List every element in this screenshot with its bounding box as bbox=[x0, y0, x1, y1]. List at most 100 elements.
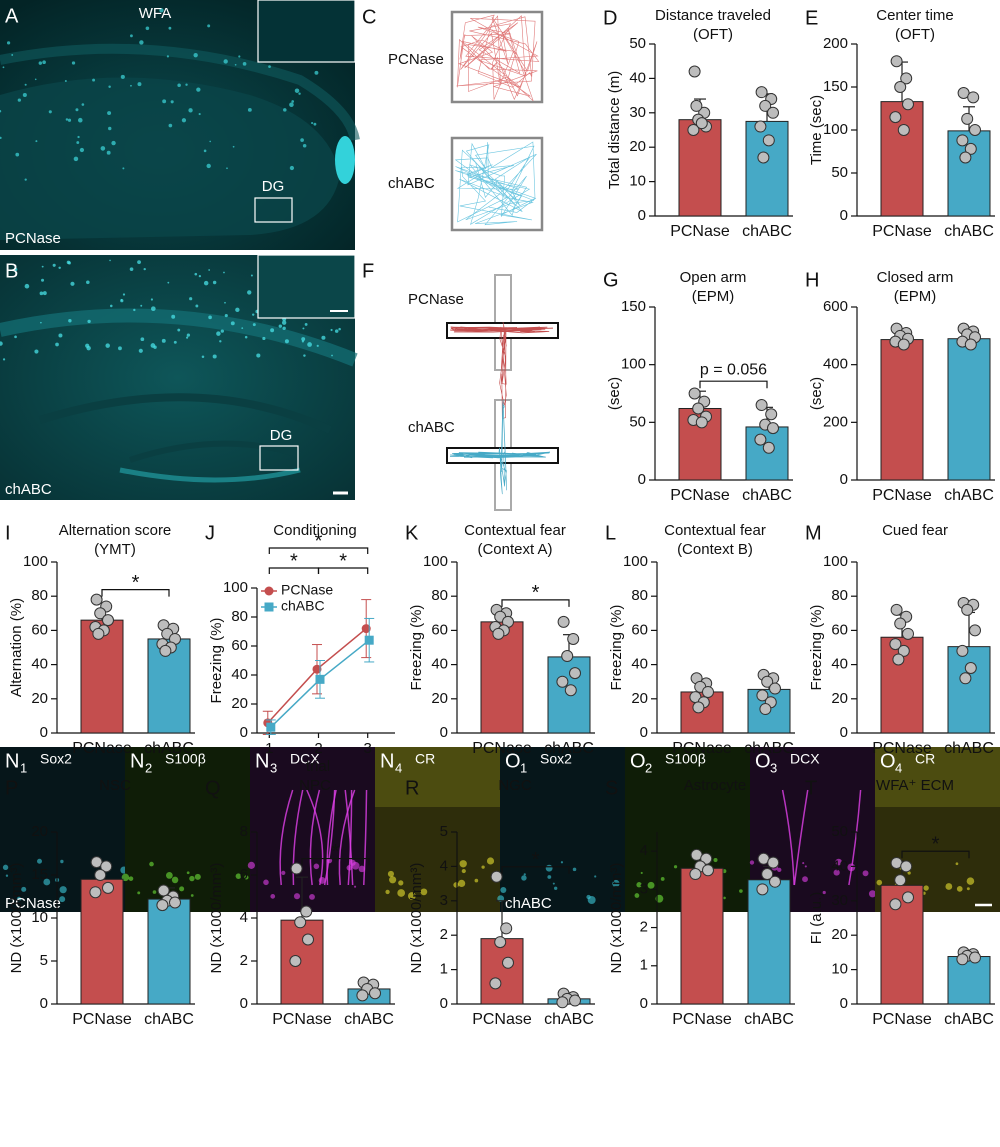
signal bbox=[612, 879, 620, 888]
process bbox=[309, 789, 321, 886]
panel-letter: E bbox=[805, 7, 818, 29]
y-tick-label: 60 bbox=[31, 621, 48, 638]
data-point bbox=[702, 864, 714, 877]
x-tick-label: 3 bbox=[364, 740, 372, 757]
significance-bracket bbox=[501, 866, 570, 874]
bar bbox=[747, 879, 791, 1005]
cell bbox=[284, 339, 289, 344]
y-tick-label: 30 bbox=[629, 104, 646, 121]
cell bbox=[208, 269, 211, 271]
cell bbox=[252, 323, 256, 327]
signal bbox=[59, 886, 67, 894]
cell bbox=[252, 313, 255, 316]
signal bbox=[966, 877, 975, 885]
cell bbox=[52, 263, 56, 267]
cell bbox=[153, 345, 157, 349]
y-axis-label: ND (x1000/mm³) bbox=[608, 863, 625, 974]
y-tick-label: 15 bbox=[31, 866, 48, 883]
y-tick-label: 0 bbox=[638, 207, 646, 224]
cell bbox=[81, 103, 85, 106]
cell bbox=[208, 315, 212, 320]
signal bbox=[165, 872, 173, 879]
data-point bbox=[102, 614, 114, 627]
y-tick-label: 80 bbox=[31, 587, 48, 604]
y-tick-label: 100 bbox=[223, 579, 248, 596]
y-tick-label: 20 bbox=[31, 823, 48, 840]
panel-letter: T bbox=[805, 777, 817, 799]
data-point bbox=[969, 624, 981, 637]
data-point bbox=[956, 644, 969, 657]
cell bbox=[268, 65, 271, 68]
significance-label: * bbox=[290, 550, 298, 572]
cell bbox=[58, 266, 61, 270]
bar bbox=[947, 956, 991, 1005]
chart-title: Alternation score bbox=[59, 522, 172, 539]
y-tick-label: 0 bbox=[840, 724, 848, 741]
data-point bbox=[312, 664, 322, 674]
data-point bbox=[762, 441, 775, 454]
y-axis-label: (sec) bbox=[606, 377, 623, 410]
data-point bbox=[897, 338, 910, 351]
bar bbox=[947, 338, 991, 481]
cell bbox=[235, 307, 240, 313]
panel-letter: H bbox=[805, 269, 819, 291]
data-point bbox=[561, 650, 574, 663]
image-a: A WFA DG PCNase bbox=[0, 0, 360, 250]
x-axis-label: trial bbox=[306, 758, 330, 775]
significance-bracket bbox=[268, 547, 369, 554]
x-tick-label: PCNase bbox=[272, 1011, 332, 1028]
data-point bbox=[890, 603, 903, 616]
track bbox=[498, 399, 507, 495]
y-tick-label: 60 bbox=[231, 637, 248, 654]
data-point bbox=[369, 987, 381, 1000]
tile-letter: O bbox=[880, 750, 896, 772]
signal bbox=[453, 882, 459, 888]
cell bbox=[262, 336, 266, 341]
signal bbox=[459, 860, 467, 868]
cell bbox=[330, 328, 333, 332]
significance-label: * bbox=[315, 530, 323, 552]
significance-bracket bbox=[317, 567, 369, 574]
data-point bbox=[692, 402, 705, 415]
signal bbox=[923, 885, 929, 891]
x-tick-label: PCNase bbox=[872, 223, 932, 240]
panel-letter: I bbox=[5, 522, 11, 544]
data-point bbox=[94, 869, 107, 881]
y-tick-label: 60 bbox=[431, 621, 448, 638]
signal bbox=[876, 879, 883, 886]
signal bbox=[634, 893, 640, 898]
y-tick-label: 100 bbox=[621, 356, 646, 373]
cell bbox=[0, 136, 2, 139]
cell bbox=[13, 267, 18, 272]
data-point bbox=[557, 615, 570, 628]
y-tick-label: 10 bbox=[629, 173, 646, 190]
cell bbox=[167, 281, 170, 284]
data-point bbox=[969, 124, 981, 136]
cell bbox=[256, 353, 261, 358]
chart-title: Cued fear bbox=[882, 522, 948, 539]
cell bbox=[140, 304, 143, 307]
data-point bbox=[761, 675, 774, 688]
significance-label: * bbox=[332, 841, 340, 863]
data-point bbox=[687, 124, 700, 136]
signal bbox=[552, 882, 555, 885]
cell bbox=[209, 140, 212, 143]
stain-label: WFA bbox=[139, 5, 172, 22]
cell bbox=[109, 304, 113, 308]
data-point bbox=[490, 870, 503, 883]
tile-marker: CR bbox=[415, 751, 435, 767]
cell bbox=[162, 99, 167, 104]
data-point bbox=[765, 408, 778, 421]
data-point bbox=[767, 422, 779, 435]
cell bbox=[230, 321, 235, 326]
micrograph bbox=[125, 747, 250, 912]
y-tick-label: 50 bbox=[629, 413, 646, 430]
tile-subscript: 3 bbox=[270, 760, 277, 775]
significance-bracket bbox=[901, 850, 970, 859]
cell bbox=[150, 298, 154, 301]
cell bbox=[14, 335, 17, 339]
cell bbox=[92, 78, 96, 82]
data-point bbox=[569, 994, 581, 1007]
micrograph bbox=[500, 747, 625, 912]
cell bbox=[201, 355, 205, 358]
